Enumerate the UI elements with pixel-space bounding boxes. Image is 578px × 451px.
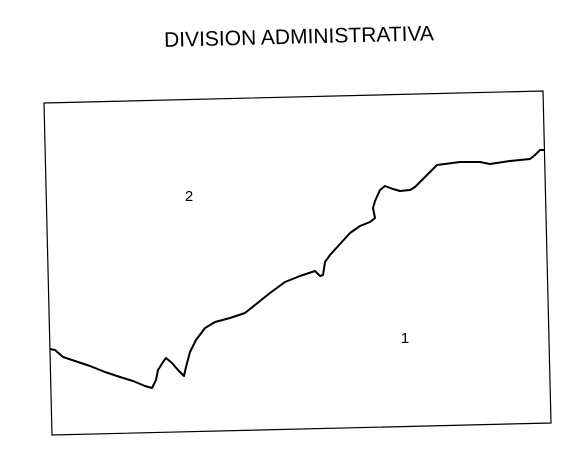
map-frame [43,90,552,436]
region-label: 2 [185,188,193,205]
region-label: 1 [401,330,409,347]
map-title: DIVISION ADMINISTRATIVA [164,22,434,52]
boundary-line [49,149,545,389]
